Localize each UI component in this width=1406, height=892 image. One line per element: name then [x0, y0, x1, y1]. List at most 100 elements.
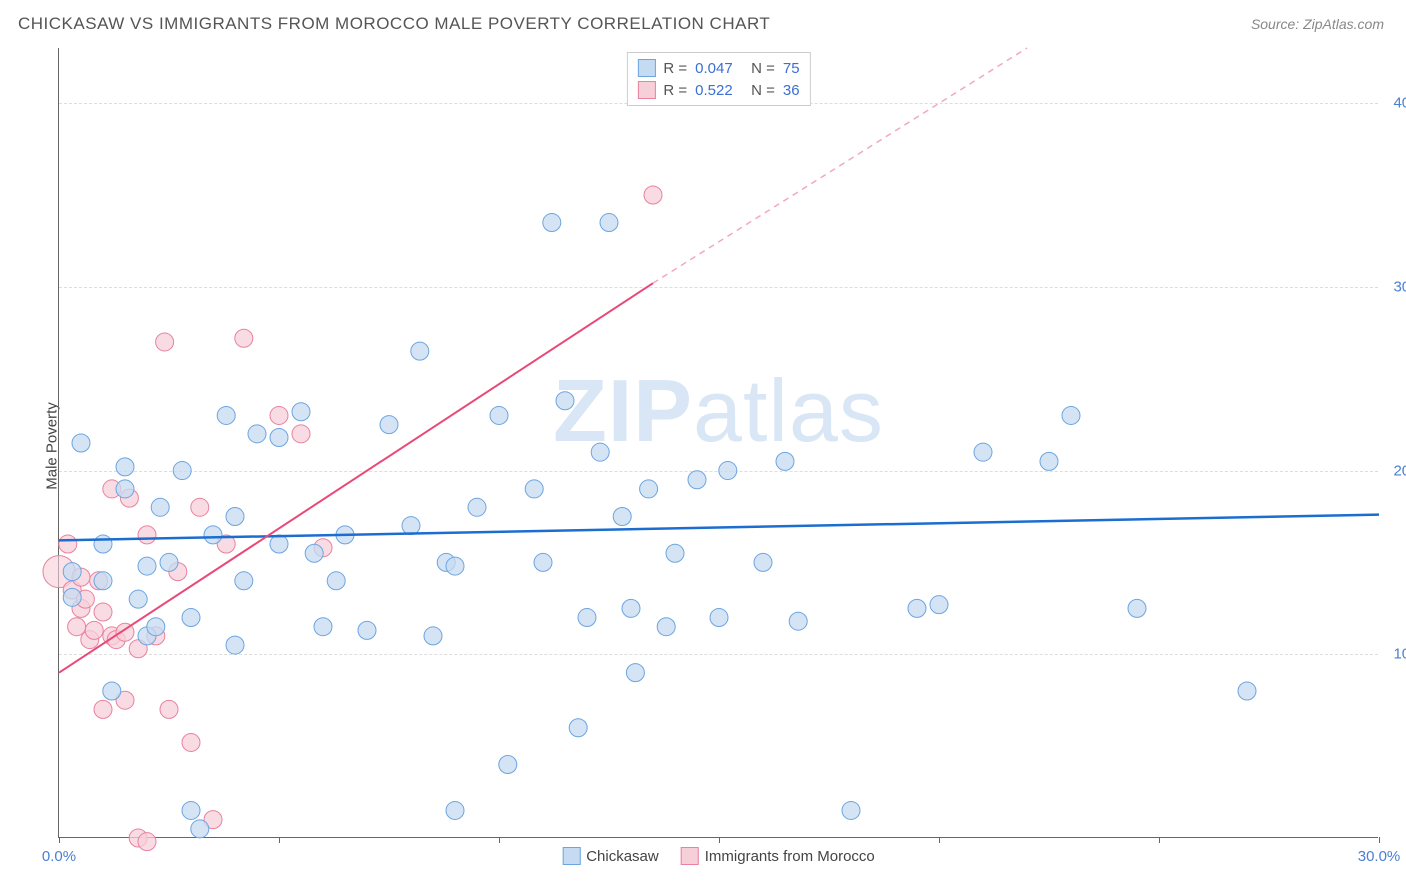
data-point [147, 618, 165, 636]
data-point [182, 609, 200, 627]
data-point [94, 700, 112, 718]
data-point [94, 572, 112, 590]
y-tick-label: 30.0% [1384, 278, 1406, 295]
legend-r-value: 0.522 [695, 82, 743, 99]
data-point [191, 820, 209, 838]
x-tick-label: 0.0% [42, 848, 76, 865]
data-point [411, 342, 429, 360]
data-point [103, 682, 121, 700]
legend-r-label: R = [663, 60, 687, 77]
data-point [688, 471, 706, 489]
data-point [446, 801, 464, 819]
legend-r-label: R = [663, 82, 687, 99]
y-tick-label: 40.0% [1384, 95, 1406, 112]
data-point [578, 609, 596, 627]
data-point [94, 535, 112, 553]
data-point [974, 443, 992, 461]
data-point [1238, 682, 1256, 700]
source-attribution: Source: ZipAtlas.com [1251, 16, 1384, 32]
data-point [644, 186, 662, 204]
data-point [1128, 599, 1146, 617]
data-point [908, 599, 926, 617]
data-point [754, 553, 772, 571]
y-tick-label: 20.0% [1384, 462, 1406, 479]
data-point [499, 756, 517, 774]
data-point [217, 406, 235, 424]
x-tick [939, 837, 940, 843]
legend-row: R =0.522N =36 [637, 79, 799, 101]
data-point [1040, 452, 1058, 470]
data-point [776, 452, 794, 470]
data-point [424, 627, 442, 645]
data-point [270, 406, 288, 424]
data-point [226, 507, 244, 525]
x-tick [499, 837, 500, 843]
data-point [59, 535, 77, 553]
data-point [525, 480, 543, 498]
data-point [626, 664, 644, 682]
x-tick [59, 837, 60, 843]
plot-area: ZIPatlas R =0.047N =75R =0.522N =36 Chic… [58, 48, 1378, 838]
legend-r-value: 0.047 [695, 60, 743, 77]
data-point [1062, 406, 1080, 424]
data-point [613, 507, 631, 525]
data-point [719, 462, 737, 480]
data-point [622, 599, 640, 617]
data-point [156, 333, 174, 351]
data-point [600, 214, 618, 232]
data-point [666, 544, 684, 562]
legend-swatch [562, 847, 580, 865]
data-point [138, 557, 156, 575]
data-point [160, 553, 178, 571]
data-point [63, 563, 81, 581]
legend-n-value: 75 [783, 60, 800, 77]
legend-series-name: Chickasaw [586, 848, 659, 865]
x-tick [1159, 837, 1160, 843]
data-point [305, 544, 323, 562]
data-point [380, 416, 398, 434]
data-point [358, 621, 376, 639]
data-point [160, 700, 178, 718]
data-point [151, 498, 169, 516]
legend-item: Chickasaw [562, 847, 659, 865]
data-point [930, 596, 948, 614]
data-point [68, 618, 86, 636]
data-point [226, 636, 244, 654]
data-point [129, 590, 147, 608]
legend-n-label: N = [751, 60, 775, 77]
data-point [657, 618, 675, 636]
data-point [543, 214, 561, 232]
data-point [116, 480, 134, 498]
x-tick [279, 837, 280, 843]
data-point [292, 425, 310, 443]
data-point [204, 526, 222, 544]
data-point [789, 612, 807, 630]
data-point [94, 603, 112, 621]
legend-swatch [637, 81, 655, 99]
series-legend: Chickasaw Immigrants from Morocco [562, 847, 875, 865]
data-point [446, 557, 464, 575]
legend-item: Immigrants from Morocco [681, 847, 875, 865]
legend-series-name: Immigrants from Morocco [705, 848, 875, 865]
data-point [490, 406, 508, 424]
data-point [182, 733, 200, 751]
x-tick-label: 30.0% [1358, 848, 1401, 865]
data-point [710, 609, 728, 627]
data-point [591, 443, 609, 461]
data-point [138, 526, 156, 544]
data-point [468, 498, 486, 516]
legend-n-value: 36 [783, 82, 800, 99]
data-point [402, 517, 420, 535]
data-point [534, 553, 552, 571]
data-point [248, 425, 266, 443]
data-point [191, 498, 209, 516]
data-point [235, 329, 253, 347]
data-point [173, 462, 191, 480]
data-point [72, 434, 90, 452]
data-point [235, 572, 253, 590]
y-tick-label: 10.0% [1384, 646, 1406, 663]
legend-row: R = 0.047 N = 75 [637, 57, 799, 79]
x-tick [719, 837, 720, 843]
data-point [138, 833, 156, 851]
data-point [569, 719, 587, 737]
